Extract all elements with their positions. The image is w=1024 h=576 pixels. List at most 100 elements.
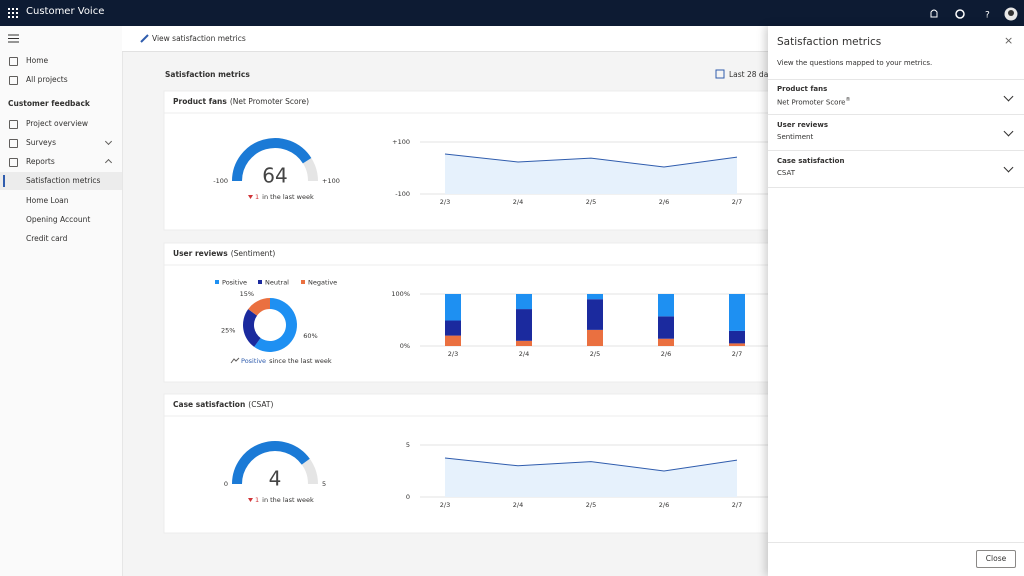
trend-name: Positive	[241, 357, 266, 365]
header-icons: ?	[928, 7, 1018, 21]
bar-segment	[445, 321, 461, 336]
gauge-max: 5	[322, 480, 326, 488]
projects-icon	[9, 76, 18, 85]
card-title-main: User reviews	[173, 249, 228, 258]
notification-icon[interactable]	[931, 10, 937, 17]
calendar-icon	[716, 70, 724, 78]
help-icon[interactable]: ?	[985, 11, 990, 21]
item-chevron[interactable]	[1004, 92, 1014, 102]
toolbar-action[interactable]: View satisfaction metrics	[152, 34, 246, 43]
nav-item[interactable]: Credit card	[26, 233, 67, 245]
x-tick-label: 2/7	[732, 198, 742, 206]
nav-item[interactable]: Opening Account	[26, 214, 90, 226]
panel-item[interactable]: Product fans Net Promoter Score®	[768, 79, 1024, 116]
legend-swatch	[301, 280, 305, 284]
card-title-sub: (Net Promoter Score)	[230, 97, 309, 106]
x-tick-label: 2/4	[519, 350, 529, 358]
nav-item[interactable]: Home	[26, 55, 48, 67]
change-caption: in the last week	[262, 496, 314, 504]
x-tick-label: 2/7	[732, 501, 742, 509]
panel-close-icon[interactable]: ×	[1004, 34, 1013, 47]
bar-segment	[729, 331, 745, 343]
x-tick-label: 2/5	[586, 501, 596, 509]
donut-label: 25%	[221, 326, 235, 334]
overview-icon	[9, 120, 18, 129]
legend-label: Positive	[222, 279, 247, 287]
y-tick-label: 0	[406, 493, 410, 501]
close-button[interactable]: Close	[976, 550, 1016, 568]
panel-title: Satisfaction metrics	[777, 36, 881, 48]
nav-item[interactable]: Surveys	[26, 137, 56, 149]
header: Customer Voice ?	[0, 0, 1024, 26]
gauge-min: -100	[213, 177, 228, 185]
page-title: Satisfaction metrics	[165, 70, 250, 79]
nav-toggle[interactable]	[8, 34, 20, 43]
card-title-main: Product fans	[173, 97, 227, 106]
nav-item[interactable]: Satisfaction metrics	[26, 175, 100, 187]
bar-segment	[445, 336, 461, 346]
y-tick-label: -100	[395, 190, 410, 198]
bar-segment	[587, 294, 603, 299]
donut-label: 15%	[240, 290, 254, 298]
change-value: 1	[255, 193, 259, 201]
x-tick-label: 2/3	[440, 501, 450, 509]
legend-swatch	[215, 280, 219, 284]
avatar-head	[1008, 10, 1014, 16]
item-title: Product fans	[777, 85, 827, 93]
nav-section: Customer feedback	[8, 98, 90, 110]
item-title: Case satisfaction	[777, 157, 844, 165]
nav-item[interactable]: Reports	[26, 156, 55, 168]
nav-item[interactable]: Project overview	[26, 118, 88, 130]
card-title-main: Case satisfaction	[173, 400, 245, 409]
legend-label: Negative	[308, 279, 337, 287]
x-tick-label: 2/6	[659, 501, 669, 509]
trend-text: Positivesince the last week	[241, 357, 332, 365]
y-tick-label: 5	[406, 441, 410, 449]
panel-item[interactable]: User reviews Sentiment	[768, 114, 1024, 151]
bar-segment	[658, 339, 674, 346]
bar-segment	[587, 330, 603, 346]
item-subtitle-text: Net Promoter Score	[777, 98, 845, 106]
surveys-icon	[9, 139, 18, 148]
card-title: Product fans(Net Promoter Score)	[173, 97, 309, 106]
y-tick-label: +100	[392, 138, 410, 146]
x-tick-label: 2/4	[513, 198, 523, 206]
gauge-value: 64	[262, 164, 287, 188]
collapse-chevron[interactable]	[105, 159, 112, 166]
app-name: Customer Voice	[26, 6, 104, 17]
change-text: 1in the last week	[255, 496, 314, 504]
bar-segment	[587, 299, 603, 330]
settings-icon[interactable]	[956, 10, 964, 18]
side-panel: Satisfaction metrics × View the question…	[768, 26, 1024, 576]
panel-footer	[768, 542, 1024, 543]
card-title: Case satisfaction(CSAT)	[173, 400, 273, 409]
x-tick-label: 2/3	[448, 350, 458, 358]
item-chevron[interactable]	[1004, 163, 1014, 173]
item-subtitle: Sentiment	[777, 133, 813, 141]
bar-segment	[516, 309, 532, 341]
home-icon	[9, 57, 18, 66]
nav-item[interactable]: All projects	[26, 74, 68, 86]
bar-segment	[729, 343, 745, 346]
legend-label: Neutral	[265, 279, 289, 287]
selected-indicator	[3, 175, 5, 187]
x-tick-label: 2/5	[586, 198, 596, 206]
donut-label: 60%	[303, 332, 317, 340]
item-chevron[interactable]	[1004, 127, 1014, 137]
change-value: 1	[255, 496, 259, 504]
nav-pane: Home All projects Customer feedback Proj…	[0, 26, 123, 576]
item-subtitle: Net Promoter Score®	[777, 97, 850, 106]
x-tick-label: 2/6	[661, 350, 671, 358]
item-subtitle: CSAT	[777, 169, 795, 177]
panel-item[interactable]: Case satisfaction CSAT	[768, 150, 1024, 188]
card-title-sub: (Sentiment)	[231, 249, 276, 258]
expand-chevron[interactable]	[105, 138, 112, 145]
registered-mark: ®	[845, 97, 850, 103]
x-tick-label: 2/7	[732, 350, 742, 358]
app-launcher[interactable]	[8, 8, 18, 18]
gauge-min: 0	[224, 480, 228, 488]
card-title: User reviews(Sentiment)	[173, 249, 275, 258]
nav-item[interactable]: Home Loan	[26, 195, 69, 207]
x-tick-label: 2/6	[659, 198, 669, 206]
